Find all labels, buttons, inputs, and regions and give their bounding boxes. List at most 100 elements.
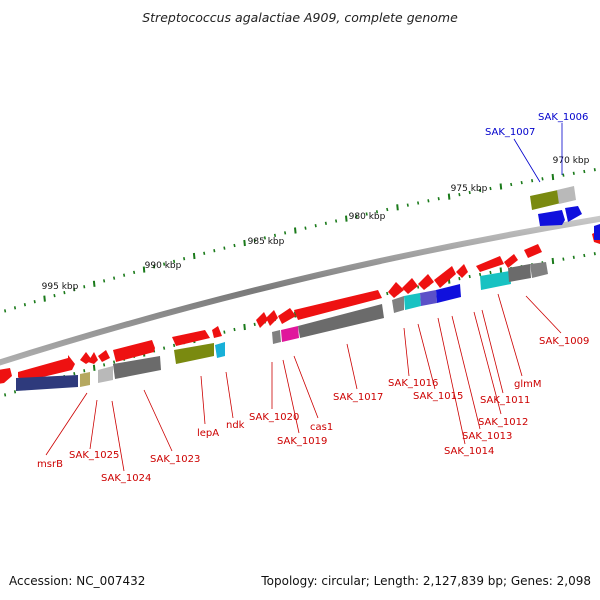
gene-label-sak-1016[interactable]: SAK_1016 [388,378,438,389]
gene-arrow[interactable] [278,308,296,324]
gene-arrow[interactable] [256,312,268,328]
gene-label-glmm[interactable]: glmM [514,379,542,390]
gene-block[interactable] [436,284,461,303]
minor-tick [253,238,256,243]
minor-tick [489,186,492,191]
gene-block[interactable] [113,356,161,379]
gene-label-sak-1019[interactable]: SAK_1019 [277,436,327,447]
minor-tick [73,288,76,292]
gene-label-sak-1006[interactable]: SAK_1006 [538,112,588,123]
gene-arrow[interactable] [88,352,98,364]
gene-label-sak-1009[interactable]: SAK_1009 [539,336,589,347]
gene-block[interactable] [215,342,225,358]
gene-arrow[interactable] [434,266,456,288]
minor-tick [173,259,176,264]
minor-tick [510,182,513,187]
gene-block[interactable] [174,343,214,364]
minor-tick [13,390,17,394]
minor-tick [133,270,136,275]
major-tick [551,173,555,181]
minor-tick [103,363,106,367]
gene-arrow[interactable] [456,264,468,278]
major-tick [551,257,555,265]
minor-tick [4,393,7,397]
minor-tick [468,190,471,195]
major-tick [499,183,503,190]
major-tick [43,295,46,302]
gene-block[interactable] [508,264,531,282]
minor-tick [406,203,409,207]
gene-arrow[interactable] [18,355,75,382]
gene-block[interactable] [16,375,78,391]
minor-tick [335,219,338,223]
gene-label-sak-1014[interactable]: SAK_1014 [444,446,494,457]
gene-label-sak-1025[interactable]: SAK_1025 [69,450,119,461]
gene-arrow[interactable] [172,330,210,346]
gene-label-sak-1015[interactable]: SAK_1015 [413,391,463,402]
minor-tick [468,274,471,279]
gene-label-sak-1023[interactable]: SAK_1023 [150,454,200,465]
gene-arrow[interactable] [266,310,278,326]
minor-tick [572,255,575,259]
minor-tick [375,210,379,214]
gene-label-sak-1020[interactable]: SAK_1020 [249,412,299,423]
scale-label-970: 970 kbp [553,156,590,166]
gene-arrow[interactable] [212,326,222,338]
major-tick [243,239,246,247]
gene-arrow[interactable] [388,282,404,298]
minor-tick [562,173,565,177]
minor-tick [458,192,461,197]
gene-arrow[interactable] [476,256,504,272]
gene-label-sak-1024[interactable]: SAK_1024 [101,473,151,484]
minor-tick [583,169,586,174]
gene-block[interactable] [80,372,90,387]
gene-label-msrb[interactable]: msrB [37,459,63,470]
major-tick [92,280,96,287]
gene-label-sak-1007[interactable]: SAK_1007 [485,127,535,138]
gene-label-sak-1011[interactable]: SAK_1011 [480,395,530,406]
gene-block[interactable] [392,296,404,313]
gene-block[interactable] [420,290,437,306]
gene-block[interactable] [480,271,511,290]
gene-block[interactable] [404,293,421,310]
minor-tick [123,273,126,277]
minor-tick [163,346,166,350]
gene-label-sak-1017[interactable]: SAK_1017 [333,392,383,403]
gene-arrow[interactable] [113,340,155,362]
forward-strand-genes [0,230,600,384]
scale-label-975: 975 kbp [451,184,488,194]
gene-block[interactable] [538,210,565,226]
gene-block[interactable] [298,304,384,338]
genome-backbone [0,215,600,366]
gene-arrow[interactable] [294,290,382,320]
gene-arrow[interactable] [402,278,418,294]
gene-block[interactable] [281,326,299,342]
minor-tick [427,199,430,203]
minor-tick [531,179,534,183]
gene-label-lepa[interactable]: lepA [197,428,219,439]
major-tick [447,193,451,200]
minor-tick [4,309,7,313]
gene-block[interactable] [594,224,600,240]
gene-arrow[interactable] [98,350,110,362]
gene-arrow[interactable] [524,244,542,258]
minor-tick [583,253,586,258]
scale-label-990: 990 kbp [145,261,182,271]
gene-label-ndk[interactable]: ndk [226,420,245,431]
gene-block[interactable] [565,206,582,222]
gene-block[interactable] [530,190,561,210]
gene-label-sak-1013[interactable]: SAK_1013 [462,431,512,442]
scale-labels: 995 kbp 990 kbp 985 kbp 980 kbp 975 kbp … [42,156,590,292]
gene-block[interactable] [557,186,576,204]
gene-block[interactable] [98,366,113,383]
gene-arrow[interactable] [418,274,434,290]
gene-label-cas1[interactable]: cas1 [310,422,333,433]
gene-label-sak-1012[interactable]: SAK_1012 [478,417,528,428]
gene-arrow[interactable] [504,254,518,268]
gene-arrow[interactable] [0,368,12,384]
minor-tick [324,221,327,225]
label-leader-lines-blue [513,123,563,183]
gene-block[interactable] [272,330,281,344]
minor-tick [458,276,461,281]
gene-block[interactable] [530,262,548,278]
